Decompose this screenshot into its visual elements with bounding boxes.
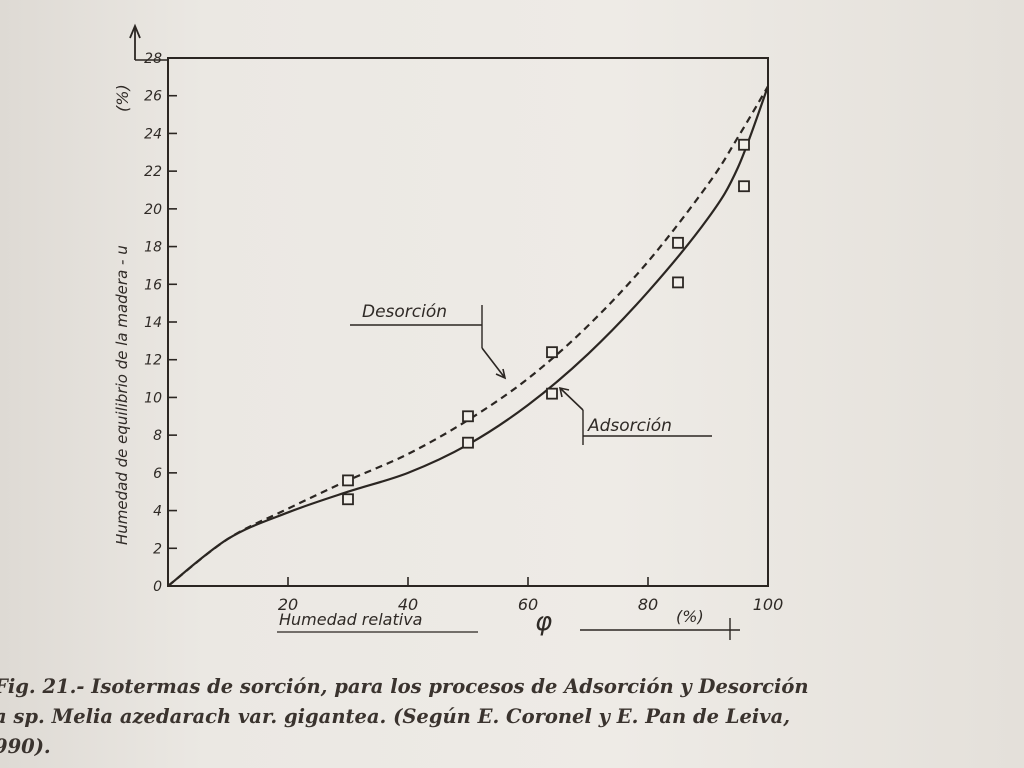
y-tick-label-0: 0	[153, 579, 162, 595]
y-axis-title: Humedad de equilibrio de la madera - u	[113, 245, 131, 545]
desorcion-label: Desorción	[362, 302, 447, 322]
caption-line-2: a sp. Melia azedarach var. gigantea. (Se…	[0, 705, 791, 728]
desorcion-pointer	[481, 347, 506, 379]
data-points-group	[342, 138, 750, 506]
adsorcion-point-1	[462, 436, 474, 449]
x-axis-unit: (%)	[676, 607, 704, 626]
desorcion-point-1	[462, 410, 474, 423]
x-tick-label-40: 40	[398, 595, 418, 614]
y-tick-label-6: 6	[153, 466, 162, 482]
desorcion-curve	[167, 85, 769, 587]
y-tick-label-20: 20	[144, 202, 162, 218]
y-tick-label-24: 24	[144, 126, 162, 142]
x-tick-label-60: 60	[518, 595, 538, 614]
y-tick-label-12: 12	[144, 353, 162, 369]
adsorcion-label: Adsorción	[587, 416, 672, 436]
desorcion-point-3	[672, 236, 684, 249]
y-tick-label-14: 14	[144, 315, 162, 331]
y-tick-label-10: 10	[144, 390, 162, 406]
caption-line-3: 990).	[0, 735, 51, 758]
caption-line-1: Fig. 21.- Isotermas de sorción, para los…	[0, 675, 809, 698]
y-tick-label-26: 26	[144, 89, 162, 105]
desorcion-arrowhead	[495, 368, 507, 380]
desorcion-point-0	[342, 474, 354, 487]
y-axis-unit: (%)	[113, 84, 132, 112]
desorcion-point-2	[546, 346, 558, 359]
y-tick-label-8: 8	[153, 428, 162, 444]
adsorcion-arrowhead	[558, 386, 570, 398]
adsorcion-point-2	[546, 387, 558, 400]
plot-frame	[167, 57, 769, 587]
y-tick-label-28: 28	[144, 51, 162, 67]
x-tick-label-20: 20	[278, 595, 298, 614]
y-tick-label-2: 2	[153, 541, 162, 557]
adsorcion-point-0	[342, 493, 354, 506]
x-tick-label-80: 80	[638, 595, 658, 614]
y-tick-label-18: 18	[144, 240, 162, 256]
adsorcion-pointer	[559, 387, 584, 411]
adsorcion-point-3	[672, 276, 684, 289]
x-ticks-group: 20 40 60 80 100	[278, 577, 783, 614]
x-axis-title: Humedad relativa	[279, 610, 422, 629]
desorcion-point-4	[738, 138, 750, 151]
y-axis-arrowhead	[129, 23, 141, 39]
phi-symbol: φ	[535, 607, 552, 637]
figure-caption: Fig. 21.- Isotermas de sorción, para los…	[0, 672, 1024, 762]
x-tick-label-100: 100	[753, 595, 784, 614]
adsorcion-point-4	[738, 180, 750, 193]
adsorcion-curve	[167, 85, 770, 587]
y-tick-label-22: 22	[144, 164, 162, 180]
y-tick-label-16: 16	[144, 277, 162, 293]
y-tick-label-4: 4	[153, 504, 162, 520]
